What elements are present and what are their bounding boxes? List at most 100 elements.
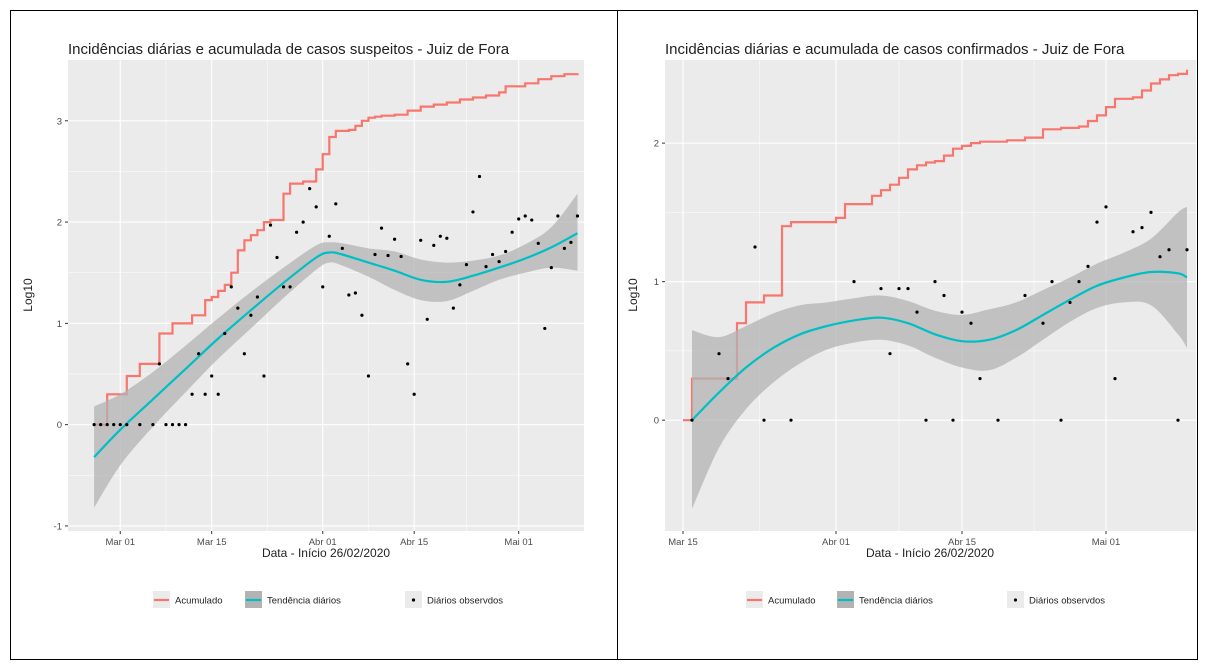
plot-panel [68,60,584,531]
observed-point [569,240,573,244]
cumulative-line [683,69,1189,422]
observed-point [308,187,312,191]
observed-point [92,423,96,427]
observed-point [392,237,397,241]
y-tick-label: 1 [654,277,659,288]
observed-point [1059,418,1063,422]
y-tick-label: 3 [57,116,62,127]
observed-point [458,283,462,287]
observed-point [523,214,527,218]
chart-title: Incidências diárias e acumulada de casos… [665,41,1125,58]
observed-point [504,249,508,254]
observed-point [327,234,331,238]
observed-point [151,423,155,427]
confidence-ribbon [94,193,578,508]
observed-point [490,252,495,257]
y-tick-label: -1 [54,521,62,532]
y-tick-label: 0 [57,420,62,431]
observed-point [386,253,390,258]
plot-area [683,69,1189,509]
observed-point [177,423,181,427]
observed-point [549,266,553,270]
observed-point [112,423,116,427]
observed-point [543,326,547,331]
observed-point [268,223,273,227]
observed-point [366,374,371,378]
observed-point [1149,210,1153,214]
observed-point [477,174,482,179]
observed-point [262,374,266,378]
observed-point [996,418,1000,422]
observed-point [575,214,580,218]
observed-point [399,254,403,259]
observed-point [125,423,129,427]
observed-point [1158,255,1162,259]
y-tick-label: 1 [57,319,62,330]
observed-point [210,374,214,378]
observed-point [360,313,364,317]
confidence-ribbon [692,206,1187,509]
observed-point [717,352,721,356]
observed-point [255,295,260,299]
observed-point [406,362,410,366]
observed-point [157,362,162,366]
legend: Acumulado Tendência diários Diários observ… [746,591,1105,608]
observed-point [562,246,567,250]
observed-point [1131,230,1135,234]
observed-point [1077,280,1081,284]
observed-point [438,234,442,238]
y-axis-title: Log10 [21,278,35,312]
legend-label-observados: Diários observdos [1029,596,1105,607]
observed-point [1095,220,1099,224]
observed-point [726,377,730,381]
observed-point [497,259,501,264]
observed-point [425,317,429,321]
observed-point [445,236,449,240]
observed-point [432,243,436,247]
observed-point [1068,300,1072,305]
cumulative-line [94,73,579,426]
observed-point [1167,248,1171,252]
observed-point [419,238,423,242]
observed-point [203,392,207,396]
observed-point [1023,293,1027,298]
observed-point [105,423,109,427]
legend-key-observados [1013,598,1018,602]
y-tick-label: 0 [654,416,659,427]
observed-point [118,423,122,427]
y-axis-title: Log10 [626,278,640,312]
observed-point [353,291,357,295]
observed-point [510,230,514,234]
observed-point [249,313,253,317]
x-tick-label: Abr 15 [400,537,428,548]
legend: Acumulado Tendência diários Diários observ… [153,591,503,608]
observed-point [471,210,475,214]
observed-point [301,220,305,224]
figure-frame [10,10,1198,660]
observed-point [517,217,521,221]
observed-point [275,255,279,260]
observed-point [978,377,982,381]
legend-label-tendencia: Tendência diários [859,596,933,607]
observed-point [1050,280,1054,284]
legend-label-acumulado: Acumulado [768,596,816,607]
observed-point [295,230,299,234]
chart-title: Incidências diárias e acumulada de casos… [68,41,510,58]
observed-point [530,218,534,222]
plot-area [92,73,580,508]
observed-point [690,418,694,422]
observed-point [1140,226,1144,230]
x-axis-title: Data - Início 26/02/2020 [866,546,994,560]
observed-point [236,306,240,310]
y-tick-label: 2 [57,218,62,229]
observed-point [216,392,220,396]
x-tick-label: Mar 15 [197,537,227,548]
observed-point [314,205,318,209]
observed-point [340,246,344,250]
observed-point [164,423,168,427]
observed-point [536,241,540,245]
observed-point [412,392,416,396]
x-tick-label: Mar 15 [668,537,698,548]
observed-point [281,285,286,289]
